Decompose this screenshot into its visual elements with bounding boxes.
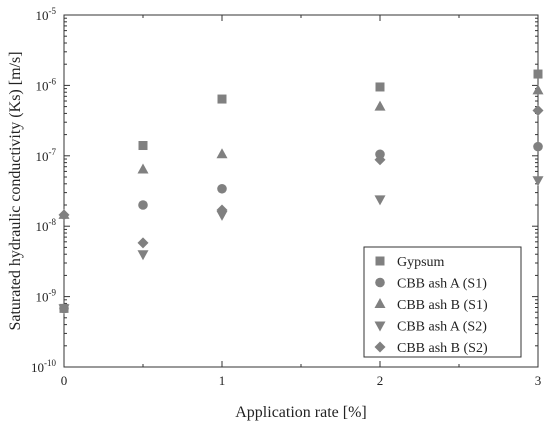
y-tick-label: 10-6	[36, 76, 57, 93]
data-point	[216, 210, 228, 221]
data-point	[138, 141, 148, 151]
legend-label: CBB ash B (S1)	[397, 298, 488, 313]
series-triangle-up	[58, 84, 544, 219]
data-point	[375, 82, 385, 92]
x-tick-label: 3	[535, 373, 542, 388]
x-axis-label: Application rate [%]	[235, 404, 367, 421]
data-point	[58, 304, 70, 315]
x-tick-label: 1	[219, 373, 226, 388]
legend-label: Gypsum	[397, 255, 445, 270]
data-point	[533, 69, 543, 79]
legend: Gypsum CBB ash A (S1) CBB ash B (S1) CBB as…	[363, 246, 522, 358]
legend-marker	[374, 321, 386, 332]
data-point	[137, 163, 149, 174]
data-point	[217, 94, 227, 104]
data-point	[532, 105, 544, 117]
legend-marker	[375, 277, 385, 288]
data-point	[374, 100, 386, 111]
legend-label: CBB ash B (S2)	[397, 341, 488, 356]
x-tick-label: 2	[377, 373, 384, 388]
series-triangle-down	[58, 176, 544, 315]
axis-ticks	[63, 14, 539, 368]
legend-label: CBB ash A (S1)	[397, 277, 487, 292]
data-point	[216, 204, 228, 216]
y-tick-label: 10-5	[36, 6, 57, 23]
y-tick-label: 10-7	[36, 147, 57, 164]
y-tick-label: 10-9	[36, 288, 57, 305]
data-point	[532, 84, 544, 95]
data-point	[374, 154, 386, 166]
legend-box	[363, 246, 522, 358]
data-point	[532, 176, 544, 187]
data-point	[217, 183, 227, 194]
x-tick-labels: 0 1 2 3	[61, 373, 542, 388]
data-point	[533, 141, 543, 152]
data-point	[137, 250, 149, 261]
data-point	[58, 209, 70, 221]
y-tick-label: 10-8	[36, 217, 57, 234]
legend-label: CBB ash A (S2)	[397, 320, 487, 335]
data-point	[138, 200, 148, 210]
series-diamond	[58, 105, 544, 249]
y-tick-labels: 10-10 10-9 10-8 10-7 10-6 10-5	[31, 6, 56, 375]
y-tick-label: 10-10	[31, 358, 56, 375]
data-points	[58, 69, 544, 315]
data-point	[374, 195, 386, 206]
data-point	[216, 148, 228, 159]
legend-marker	[374, 341, 386, 353]
legend-marker	[374, 298, 386, 308]
data-point	[137, 237, 149, 249]
y-axis-label: Saturated hydraulic conductivity (Ks) [m…	[7, 51, 24, 330]
x-tick-label: 0	[61, 373, 68, 388]
legend-marker	[375, 256, 385, 266]
